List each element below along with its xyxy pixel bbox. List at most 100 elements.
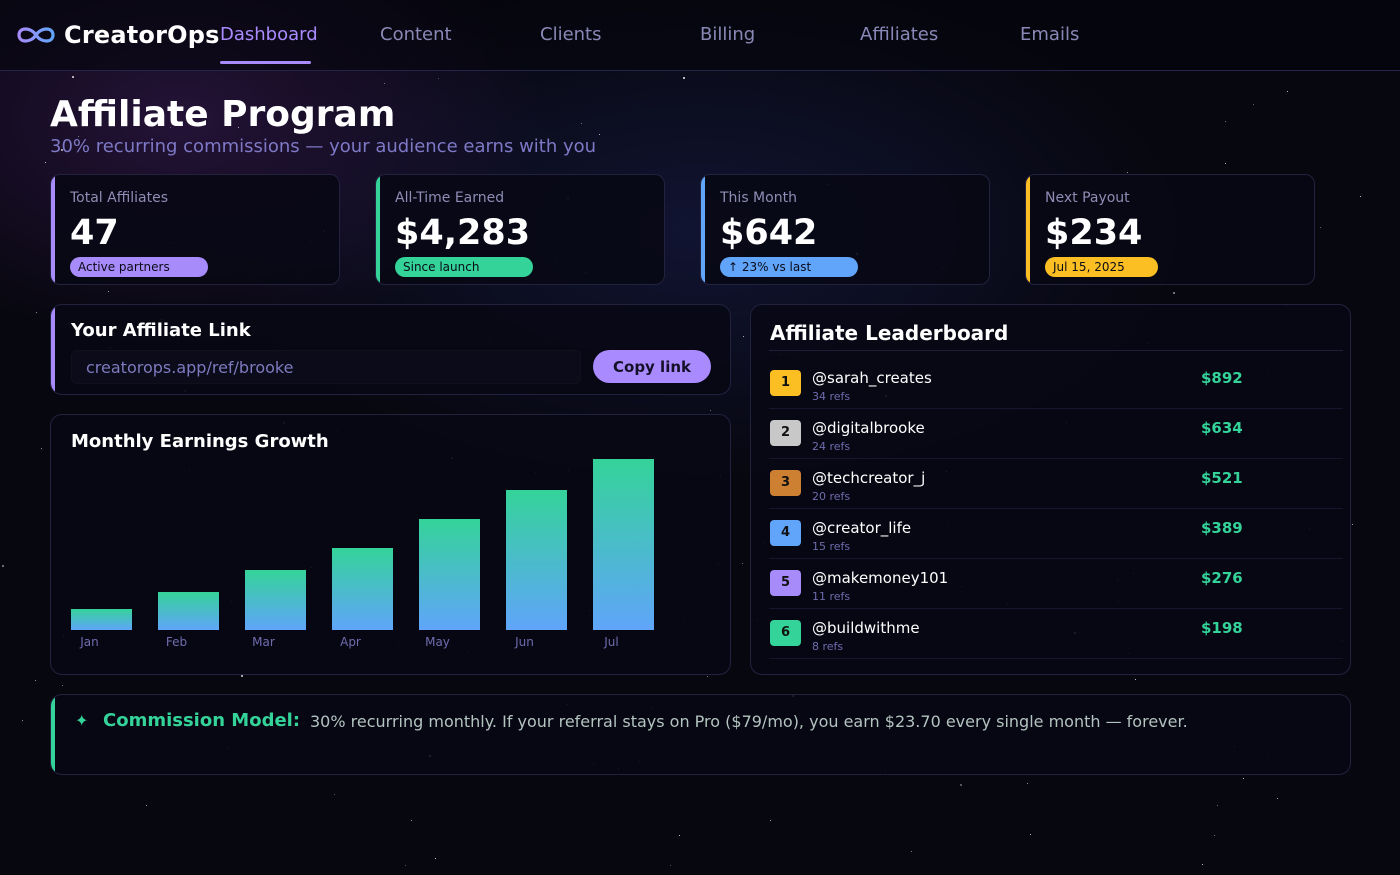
panel-accent-bar: [51, 305, 55, 394]
app-logo[interactable]: CreatorOps: [16, 20, 220, 50]
leaderboard-divider: [769, 350, 1343, 351]
affiliate-handle: @digitalbrooke: [812, 419, 925, 437]
leaderboard-row[interactable]: 3 @techcreator_j 20 refs $521: [769, 459, 1343, 509]
earnings-chart-panel: Monthly Earnings Growth Jan Feb Mar Apr May J…: [50, 414, 731, 675]
star-dot: [1360, 196, 1362, 198]
star-dot: [1243, 778, 1245, 780]
nav-dashboard[interactable]: Dashboard: [220, 24, 318, 45]
earnings-amount: $198: [1201, 619, 1243, 637]
star-dot: [581, 123, 583, 125]
earnings-amount: $276: [1201, 569, 1243, 587]
card-accent-bar: [376, 175, 380, 284]
leaderboard-row[interactable]: 2 @digitalbrooke 24 refs $634: [769, 409, 1343, 459]
star-dot: [1320, 227, 1322, 229]
star-dot: [435, 858, 437, 860]
star-dot: [146, 805, 148, 807]
x-tick-label: Mar: [252, 635, 275, 649]
earnings-amount: $389: [1201, 519, 1243, 537]
nav-content[interactable]: Content: [380, 24, 452, 45]
star-dot: [41, 448, 43, 450]
referral-count: 8 refs: [812, 640, 844, 653]
stat-value: $4,283: [395, 213, 531, 253]
leaderboard-panel: Affiliate Leaderboard 1 @sarah_creates 34 …: [750, 304, 1351, 675]
earnings-amount: $634: [1201, 419, 1243, 437]
star-dot: [241, 675, 243, 677]
stat-badge: Active partners: [70, 257, 208, 277]
star-dot: [1202, 864, 1204, 866]
commission-label: Commission Model:: [103, 710, 301, 731]
nav-billing[interactable]: Billing: [700, 24, 756, 45]
star-dot: [22, 720, 24, 722]
bar-feb: [158, 592, 219, 630]
bar-jun: [506, 490, 567, 630]
referral-count: 11 refs: [812, 590, 851, 603]
bar-mar: [245, 570, 306, 630]
star-dot: [35, 680, 37, 682]
referral-count: 34 refs: [812, 390, 851, 403]
bar-jul: [593, 459, 654, 630]
x-tick-label: Jul: [603, 635, 618, 649]
active-tab-indicator: [220, 61, 311, 64]
referral-count: 20 refs: [812, 490, 851, 503]
stat-value: $234: [1045, 213, 1143, 253]
stat-card-next-payout: Next Payout $234 Jul 15, 2025: [1025, 174, 1315, 285]
affiliate-handle: @makemoney101: [812, 569, 949, 587]
earnings-amount: $892: [1201, 369, 1243, 387]
star-dot: [1225, 163, 1227, 165]
nav-clients[interactable]: Clients: [540, 24, 602, 45]
chart-title: Monthly Earnings Growth: [71, 431, 329, 452]
stat-card-total-affiliates: Total Affiliates 47 Active partners: [50, 174, 340, 285]
leaderboard-row[interactable]: 1 @sarah_creates 34 refs $892: [769, 359, 1343, 409]
rank-badge: 4: [770, 520, 801, 546]
rank-badge: 2: [770, 420, 801, 446]
leaderboard-title: Affiliate Leaderboard: [770, 321, 1009, 345]
card-accent-bar: [1026, 175, 1030, 284]
star-dot: [960, 784, 962, 786]
star-dot: [743, 336, 745, 338]
star-dot: [1253, 104, 1255, 106]
star-dot: [1277, 798, 1279, 800]
star-dot: [911, 851, 913, 853]
star-dot: [1287, 91, 1289, 93]
star-dot: [45, 162, 47, 164]
x-tick-label: Feb: [166, 635, 187, 649]
stat-label: This Month: [720, 190, 797, 206]
stat-badge: Since launch: [395, 257, 533, 277]
rank-badge: 5: [770, 570, 801, 596]
nav-emails[interactable]: Emails: [1020, 24, 1080, 45]
leaderboard-row[interactable]: 5 @makemoney101 11 refs $276: [769, 559, 1343, 609]
stat-label: All-Time Earned: [395, 190, 505, 206]
star-dot: [1225, 121, 1227, 123]
star-dot: [411, 820, 413, 822]
commission-text: 30% recurring monthly. If your referral …: [310, 712, 1188, 731]
x-tick-label: Apr: [340, 635, 361, 649]
page-title: Affiliate Program: [50, 94, 396, 135]
leaderboard-row[interactable]: 4 @creator_life 15 refs $389: [769, 509, 1343, 559]
copy-link-button[interactable]: Copy link: [593, 350, 711, 383]
stat-value: $642: [720, 213, 818, 253]
affiliate-handle: @creator_life: [812, 519, 912, 537]
stat-badge: Jul 15, 2025: [1045, 257, 1158, 277]
rank-badge: 6: [770, 620, 801, 646]
affiliate-link-field[interactable]: creatorops.app/ref/brooke: [71, 350, 581, 384]
leaderboard-row[interactable]: 6 @buildwithme 8 refs $198: [769, 609, 1343, 659]
nav-affiliates[interactable]: Affiliates: [860, 24, 939, 45]
bar-may: [419, 519, 480, 630]
star-dot: [1352, 524, 1354, 526]
star-dot: [742, 563, 744, 565]
star-dot: [405, 865, 407, 867]
earnings-bar-chart: Jan Feb Mar Apr May Jun Jul: [71, 459, 654, 649]
star-dot: [707, 676, 709, 678]
star-dot: [679, 835, 681, 837]
commission-model-note: ✦ Commission Model: 30% recurring monthl…: [50, 694, 1351, 775]
star-dot: [384, 83, 386, 85]
infinity-icon: [17, 27, 55, 43]
affiliate-link-panel: Your Affiliate Link creatorops.app/ref/b…: [50, 304, 731, 395]
star-dot: [62, 685, 64, 687]
star-dot: [710, 410, 712, 412]
star-dot: [334, 794, 336, 796]
star-dot: [599, 134, 601, 136]
star-dot: [438, 78, 440, 80]
star-dot: [683, 77, 685, 79]
star-dot: [770, 820, 772, 822]
